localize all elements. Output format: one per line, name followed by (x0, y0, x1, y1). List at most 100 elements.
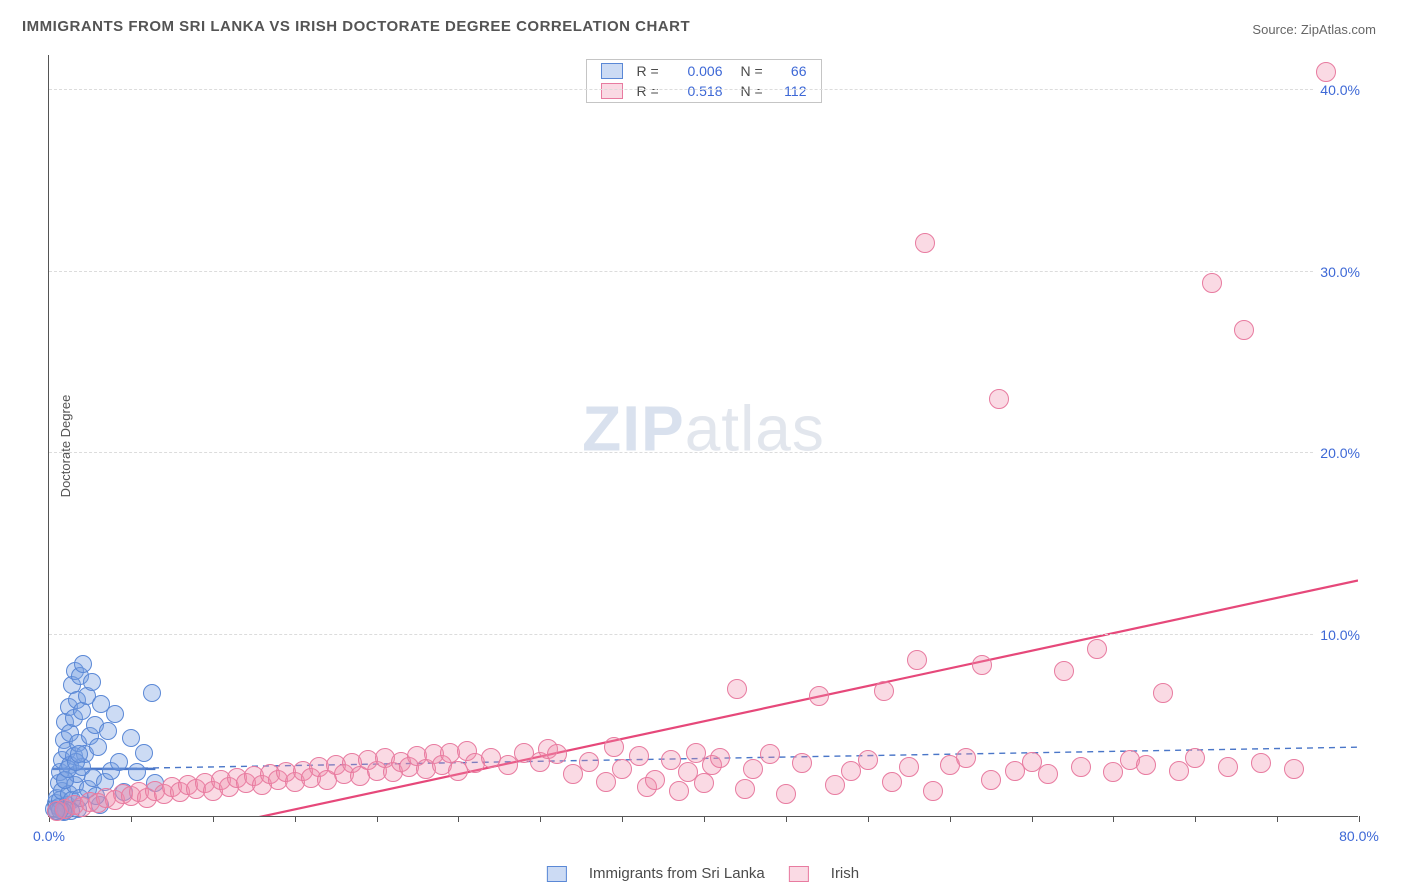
legend-row-sri_lanka: R =0.006 N =66 (587, 61, 821, 81)
scatter-point-irish (1054, 661, 1074, 681)
legend-item-sri_lanka[interactable]: Immigrants from Sri Lanka (547, 865, 765, 882)
legend-row-irish: R =0.518N =112 (587, 81, 821, 101)
scatter-point-irish (1251, 753, 1271, 773)
scatter-point-sri_lanka (89, 738, 107, 756)
scatter-point-irish (809, 686, 829, 706)
scatter-point-irish (1185, 748, 1205, 768)
x-tick (1277, 816, 1278, 822)
scatter-point-irish (547, 744, 567, 764)
scatter-point-sri_lanka (128, 763, 146, 781)
scatter-point-sri_lanka (70, 745, 88, 763)
series-legend: Immigrants from Sri Lanka Irish (547, 865, 859, 882)
x-tick (295, 816, 296, 822)
y-tick-label: 10.0% (1314, 627, 1360, 643)
scatter-point-irish (727, 679, 747, 699)
watermark-zip: ZIP (582, 392, 685, 464)
legend-n-value-irish: 112 (771, 83, 807, 99)
scatter-point-irish (858, 750, 878, 770)
scatter-point-irish (1202, 273, 1222, 293)
scatter-point-irish (1153, 683, 1173, 703)
scatter-point-irish (735, 779, 755, 799)
scatter-point-irish (882, 772, 902, 792)
scatter-point-irish (792, 753, 812, 773)
scatter-point-irish (1087, 639, 1107, 659)
scatter-point-irish (596, 772, 616, 792)
scatter-point-irish (956, 748, 976, 768)
gridline (49, 89, 1358, 90)
scatter-point-irish (899, 757, 919, 777)
x-tick (868, 816, 869, 822)
x-tick (1359, 816, 1360, 822)
legend-n-value-sri_lanka: 66 (771, 63, 807, 79)
scatter-point-irish (1136, 755, 1156, 775)
scatter-point-irish (1071, 757, 1091, 777)
y-tick-label: 30.0% (1314, 264, 1360, 280)
gridline (49, 634, 1358, 635)
scatter-point-irish (1103, 762, 1123, 782)
chart-title: IMMIGRANTS FROM SRI LANKA VS IRISH DOCTO… (22, 18, 690, 35)
y-tick-label: 20.0% (1314, 445, 1360, 461)
scatter-point-irish (1316, 62, 1336, 82)
plot-area: ZIPatlas R =0.006 N =66R =0.518 N =112 10.… (48, 55, 1358, 817)
scatter-point-irish (563, 764, 583, 784)
scatter-point-irish (776, 784, 796, 804)
scatter-point-irish (669, 781, 689, 801)
legend-r-value-sri_lanka: 0.006 (667, 63, 723, 79)
watermark-atlas: atlas (685, 392, 825, 464)
scatter-point-irish (629, 746, 649, 766)
x-tick (131, 816, 132, 822)
x-tick (377, 816, 378, 822)
scatter-point-sri_lanka (135, 744, 153, 762)
x-tick (704, 816, 705, 822)
legend-item-irish[interactable]: Irish (789, 865, 859, 882)
scatter-point-irish (1234, 320, 1254, 340)
legend-n-label: N = (741, 63, 771, 79)
scatter-point-irish (498, 755, 518, 775)
x-tick (786, 816, 787, 822)
source-link[interactable]: ZipAtlas.com (1301, 22, 1376, 37)
scatter-point-sri_lanka (122, 729, 140, 747)
scatter-point-irish (604, 737, 624, 757)
y-tick-label: 40.0% (1314, 82, 1360, 98)
scatter-point-irish (915, 233, 935, 253)
legend-label-sri_lanka: Immigrants from Sri Lanka (589, 865, 765, 882)
scatter-point-irish (645, 770, 665, 790)
x-tick (1113, 816, 1114, 822)
legend-r-label: R = (637, 63, 667, 79)
correlation-legend: R =0.006 N =66R =0.518 N =112 (586, 59, 822, 103)
source-attribution: Source: ZipAtlas.com (1252, 22, 1376, 37)
scatter-point-irish (1284, 759, 1304, 779)
scatter-point-sri_lanka (74, 655, 92, 673)
scatter-point-irish (923, 781, 943, 801)
source-label: Source: (1252, 22, 1297, 37)
scatter-point-irish (825, 775, 845, 795)
scatter-point-irish (1169, 761, 1189, 781)
scatter-point-irish (579, 752, 599, 772)
scatter-point-sri_lanka (110, 753, 128, 771)
legend-r-value-irish: 0.518 (667, 83, 723, 99)
x-tick-label: 0.0% (33, 828, 65, 844)
legend-swatch-irish (789, 866, 809, 882)
scatter-point-irish (981, 770, 1001, 790)
scatter-point-irish (874, 681, 894, 701)
x-tick (622, 816, 623, 822)
scatter-point-sri_lanka (106, 705, 124, 723)
x-tick-label: 80.0% (1339, 828, 1379, 844)
x-tick (950, 816, 951, 822)
legend-swatch-sri_lanka (601, 63, 623, 79)
x-tick (458, 816, 459, 822)
scatter-point-irish (760, 744, 780, 764)
x-tick (540, 816, 541, 822)
scatter-point-irish (989, 389, 1009, 409)
scatter-point-sri_lanka (143, 684, 161, 702)
scatter-point-irish (972, 655, 992, 675)
scatter-point-irish (743, 759, 763, 779)
x-tick (1195, 816, 1196, 822)
scatter-point-irish (1218, 757, 1238, 777)
x-tick (213, 816, 214, 822)
scatter-point-sri_lanka (99, 722, 117, 740)
legend-swatch-irish (601, 83, 623, 99)
legend-swatch-sri_lanka (547, 866, 567, 882)
legend-n-label: N = (741, 83, 771, 99)
scatter-point-irish (694, 773, 714, 793)
